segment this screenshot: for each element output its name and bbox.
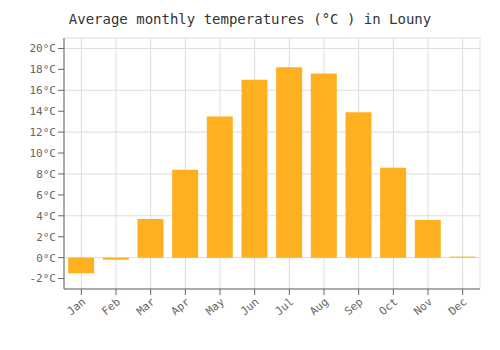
html-text:Average monthly temperatures (: Average monthly temperatures (°C ) in Lo… <box>68 11 432 27</box>
svg-text:-2°C: -2°C <box>30 272 57 285</box>
svg-text:14°C: 14°C <box>30 105 57 118</box>
svg-text:Jul: Jul <box>273 295 297 318</box>
svg-text:8°C: 8°C <box>36 168 56 181</box>
svg-text:0°C: 0°C <box>36 252 56 265</box>
svg-text:Aug: Aug <box>307 295 331 318</box>
svg-text:May: May <box>203 295 227 318</box>
svg-text:Dec: Dec <box>446 295 470 318</box>
svg-text:Nov: Nov <box>411 295 435 318</box>
svg-text:Jun: Jun <box>238 295 262 318</box>
svg-text:Feb: Feb <box>99 295 123 318</box>
svg-text:6°C: 6°C <box>36 189 56 202</box>
svg-text:Jan: Jan <box>65 295 89 318</box>
svg-text:Mar: Mar <box>134 295 158 318</box>
svg-text:Sep: Sep <box>342 295 366 318</box>
svg-text:4°C: 4°C <box>36 210 56 223</box>
svg-text:12°C: 12°C <box>30 126 57 139</box>
svg-text:Oct: Oct <box>377 295 401 318</box>
svg-text:10°C: 10°C <box>30 147 57 160</box>
svg-text:20°C: 20°C <box>30 42 57 55</box>
svg-text:16°C: 16°C <box>30 84 57 97</box>
svg-text:2°C: 2°C <box>36 231 56 244</box>
svg-text:Apr: Apr <box>169 295 193 318</box>
svg-text:18°C: 18°C <box>30 63 57 76</box>
